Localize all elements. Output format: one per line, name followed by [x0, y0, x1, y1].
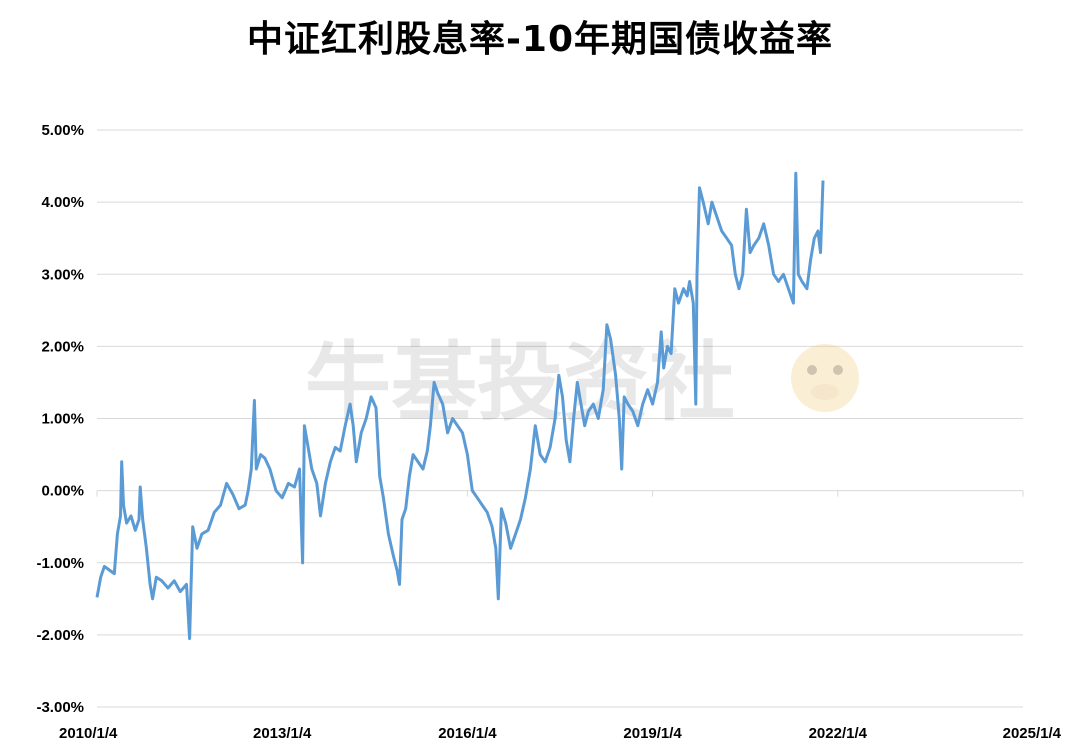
x-tick-label: 2022/1/4	[809, 725, 868, 742]
chart-title: 中证红利股息率-10年期国债收益率	[246, 19, 834, 60]
x-tick-label: 2019/1/4	[623, 725, 682, 742]
y-tick-label: 0.00%	[41, 483, 84, 500]
y-tick-label: 5.00%	[41, 122, 84, 139]
y-tick-label: -1.00%	[36, 555, 84, 572]
x-tick-label: 2013/1/4	[253, 725, 312, 742]
y-tick-label: 2.00%	[41, 338, 84, 355]
gridlines	[97, 129, 1023, 708]
y-tick-label: 1.00%	[41, 411, 84, 428]
y-tick-label: 4.00%	[41, 194, 84, 211]
series-line	[95, 171, 825, 640]
watermark-mascot-icon	[791, 344, 859, 412]
y-tick-label: 3.00%	[41, 266, 84, 283]
x-tick-label: 2010/1/4	[59, 725, 118, 742]
x-tick-label: 2025/1/4	[1003, 725, 1062, 742]
x-tick-label: 2016/1/4	[438, 725, 497, 742]
y-tick-label: -3.00%	[36, 699, 84, 716]
x-axis-ticks: 2010/1/4 2013/1/4 2016/1/4 2019/1/4 2022/1/4…	[59, 490, 1062, 742]
y-axis-ticks: 5.00% 4.00% 3.00% 2.00% 1.00% 0.00% -1.00% -2.0…	[36, 122, 84, 716]
y-tick-label: -2.00%	[36, 627, 84, 644]
